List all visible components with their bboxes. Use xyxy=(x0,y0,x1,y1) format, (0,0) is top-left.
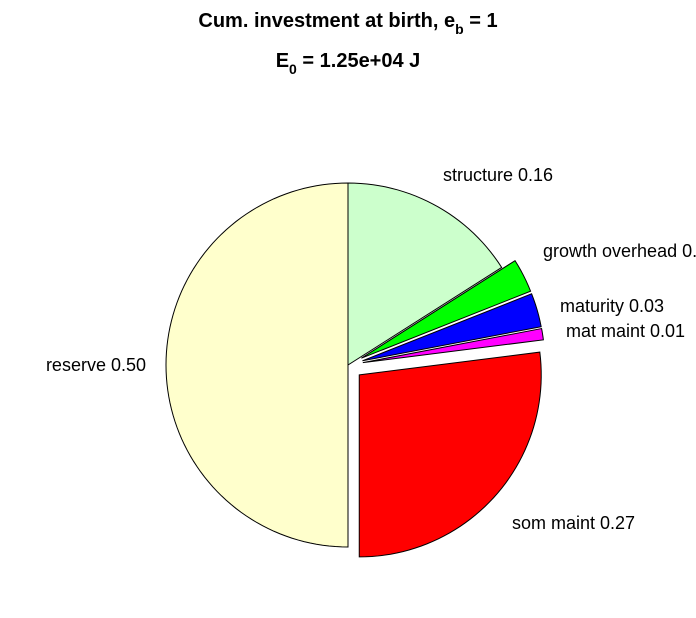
pie-label-som-maint: som maint 0.27 xyxy=(512,513,635,533)
pie-slice-growth-overhead xyxy=(361,259,532,359)
pie-slice-structure xyxy=(347,182,503,366)
pie-labels: structure 0.16 growth overhead 0.03 maturi… xyxy=(46,165,696,533)
pie-label-growth-overhead: growth overhead 0.03 xyxy=(543,241,696,261)
pie-slice-mat-maint xyxy=(362,327,544,364)
pie-slice-maturity xyxy=(362,293,542,362)
pie-slices xyxy=(165,182,544,558)
pie-label-mat-maint: mat maint 0.01 xyxy=(566,321,685,341)
pie-label-structure: structure 0.16 xyxy=(443,165,553,185)
pie-slice-som-maint xyxy=(358,351,542,558)
chart-title-line2: E0 = 1.25e+04 J xyxy=(276,50,421,77)
pie-slice-reserve xyxy=(165,182,349,548)
chart-title-line1: Cum. investment at birth, eb = 1 xyxy=(198,10,497,37)
pie-label-reserve: reserve 0.50 xyxy=(46,355,146,375)
pie-label-maturity: maturity 0.03 xyxy=(560,296,664,316)
